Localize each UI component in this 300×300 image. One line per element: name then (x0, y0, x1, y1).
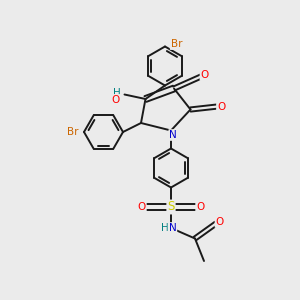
Text: O: O (111, 95, 120, 105)
Text: O: O (196, 202, 205, 212)
Text: N: N (169, 130, 177, 140)
Text: S: S (167, 200, 175, 214)
Text: O: O (137, 202, 146, 212)
Text: N: N (169, 223, 176, 233)
Text: O: O (215, 217, 224, 227)
Text: O: O (217, 101, 225, 112)
Text: O: O (200, 70, 209, 80)
Text: Br: Br (171, 39, 182, 49)
Text: H: H (161, 223, 169, 233)
Text: Br: Br (67, 127, 78, 137)
Text: H: H (112, 88, 120, 98)
